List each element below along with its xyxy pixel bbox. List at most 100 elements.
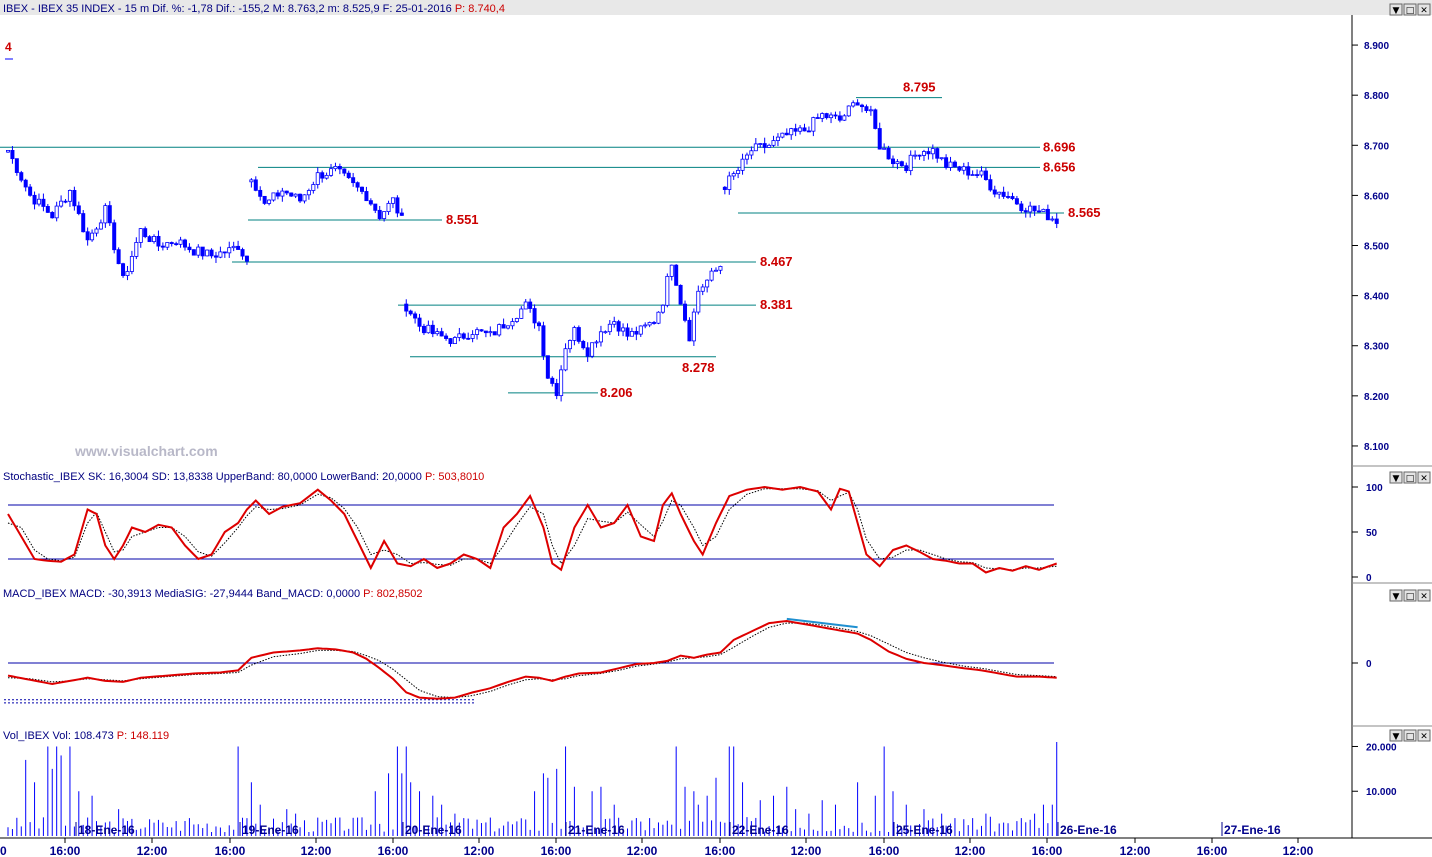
candle-body-up [718, 266, 723, 271]
macd-header-text: MACD_IBEX MACD: -30,3913 MediaSIG: -27,9… [3, 588, 422, 600]
candle-body-up [612, 321, 617, 325]
time-label: 12:00 [627, 844, 658, 857]
candle-body-up [138, 228, 143, 243]
candle-body-up [452, 337, 457, 345]
candle-body-down [182, 239, 187, 248]
window-button [1417, 3, 1431, 16]
candle-body-up [594, 341, 599, 344]
candle-body-up [647, 322, 652, 326]
candle-body-down [501, 324, 506, 329]
candle-body-up [948, 161, 953, 168]
candle-body-up [1028, 205, 1033, 213]
candle-body-down [1014, 198, 1019, 205]
candle-body-down [528, 301, 533, 309]
candle-body-up [771, 140, 776, 146]
candle-body-up [603, 331, 608, 334]
candle-body-down [236, 245, 241, 250]
candle-body-down [50, 212, 55, 219]
level-label: 8.278 [682, 360, 715, 375]
level-label: 8.565 [1068, 205, 1101, 220]
candle-body-down [899, 161, 904, 167]
candle-body-down [253, 179, 258, 191]
candle-body-down [76, 205, 81, 214]
candle-body-down [430, 324, 435, 335]
candle-body-down [116, 249, 121, 265]
candle-body-up [249, 179, 254, 183]
candle-body-up [267, 199, 272, 204]
candle-body-up [811, 117, 816, 132]
candle-body-up [390, 197, 395, 204]
candle-body-up [426, 324, 431, 334]
candle-body-down [625, 327, 630, 337]
candle-body-up [780, 132, 785, 138]
window-button [1417, 589, 1431, 602]
time-label: 16:00 [541, 844, 572, 857]
candle-body-down [988, 179, 993, 191]
candle-body-up [961, 166, 966, 171]
candle-body-up [775, 136, 780, 141]
candle-body-down [824, 113, 829, 119]
candle-body-down [169, 242, 174, 245]
candle-body-up [753, 143, 758, 152]
candle-body-down [545, 355, 550, 379]
candle-body-down [891, 158, 896, 165]
candle-body-down [45, 206, 50, 213]
candle-body-up [921, 151, 926, 156]
window-button-glyph: □ [1406, 474, 1415, 484]
candle-body-down [404, 303, 409, 312]
candle-body-up [598, 331, 603, 343]
candle-body-down [1010, 196, 1015, 200]
watermark: www.visualchart.com [74, 443, 218, 459]
candle-body-up [98, 222, 103, 230]
date-label: 19-Ene-16 [242, 823, 299, 837]
candle-body-down [966, 166, 971, 176]
candle-body-down [399, 212, 404, 216]
stoch-k-line [7, 485, 1058, 574]
candle-body-down [41, 198, 46, 207]
candle-body-down [355, 182, 360, 188]
candle-body-up [820, 113, 825, 119]
candle-body-up [329, 168, 334, 176]
window-button-glyph: ▼ [1393, 474, 1400, 484]
candle-body-down [904, 165, 909, 172]
candle-body-down [63, 200, 68, 203]
candle-body-down [222, 251, 227, 254]
candle-body-up [970, 174, 975, 176]
candle-body-down [72, 190, 77, 207]
candle-body-down [537, 322, 542, 327]
price-tick-label: 8.800 [1364, 91, 1389, 102]
candle-body-down [873, 109, 878, 129]
time-label: 12:00 [955, 844, 986, 857]
candle-body-down [413, 313, 418, 319]
window-buttons[interactable]: ▼ □ ✕ ▼ □ ✕ ▼ □ ✕ ▼ □ ✕ [1389, 3, 1431, 742]
candle-body-up [563, 348, 568, 371]
candle-body-up [665, 275, 670, 306]
candle-body-up [842, 115, 847, 121]
candle-body-up [218, 251, 223, 258]
candle-body-up [1050, 218, 1055, 221]
candle-body-up [696, 290, 701, 313]
price-tick-label: 8.500 [1364, 242, 1389, 253]
candle-body-down [81, 213, 86, 233]
candle-body-up [846, 105, 851, 117]
candle-body-down [342, 168, 347, 174]
candle-body-down [187, 246, 192, 251]
candle-body-down [244, 255, 249, 262]
candle-body-down [439, 331, 444, 337]
window-button-glyph: ▼ [1393, 6, 1400, 16]
candle-body-down [1023, 210, 1028, 213]
candle-body-down [258, 189, 263, 197]
candle-body-down [19, 172, 24, 181]
corner-number: 4 [5, 40, 12, 54]
candle-body-down [461, 333, 466, 339]
date-label: 25-Ene-16 [896, 823, 953, 837]
candle-body-up [519, 308, 524, 319]
candle-body-up [134, 242, 139, 257]
candle-body-up [908, 154, 913, 172]
price-tick-label: 8.200 [1364, 392, 1389, 403]
candle-body-down [784, 132, 789, 136]
candle-body-up [882, 147, 887, 150]
candle-body-up [829, 114, 834, 119]
candle-body-up [165, 242, 170, 248]
